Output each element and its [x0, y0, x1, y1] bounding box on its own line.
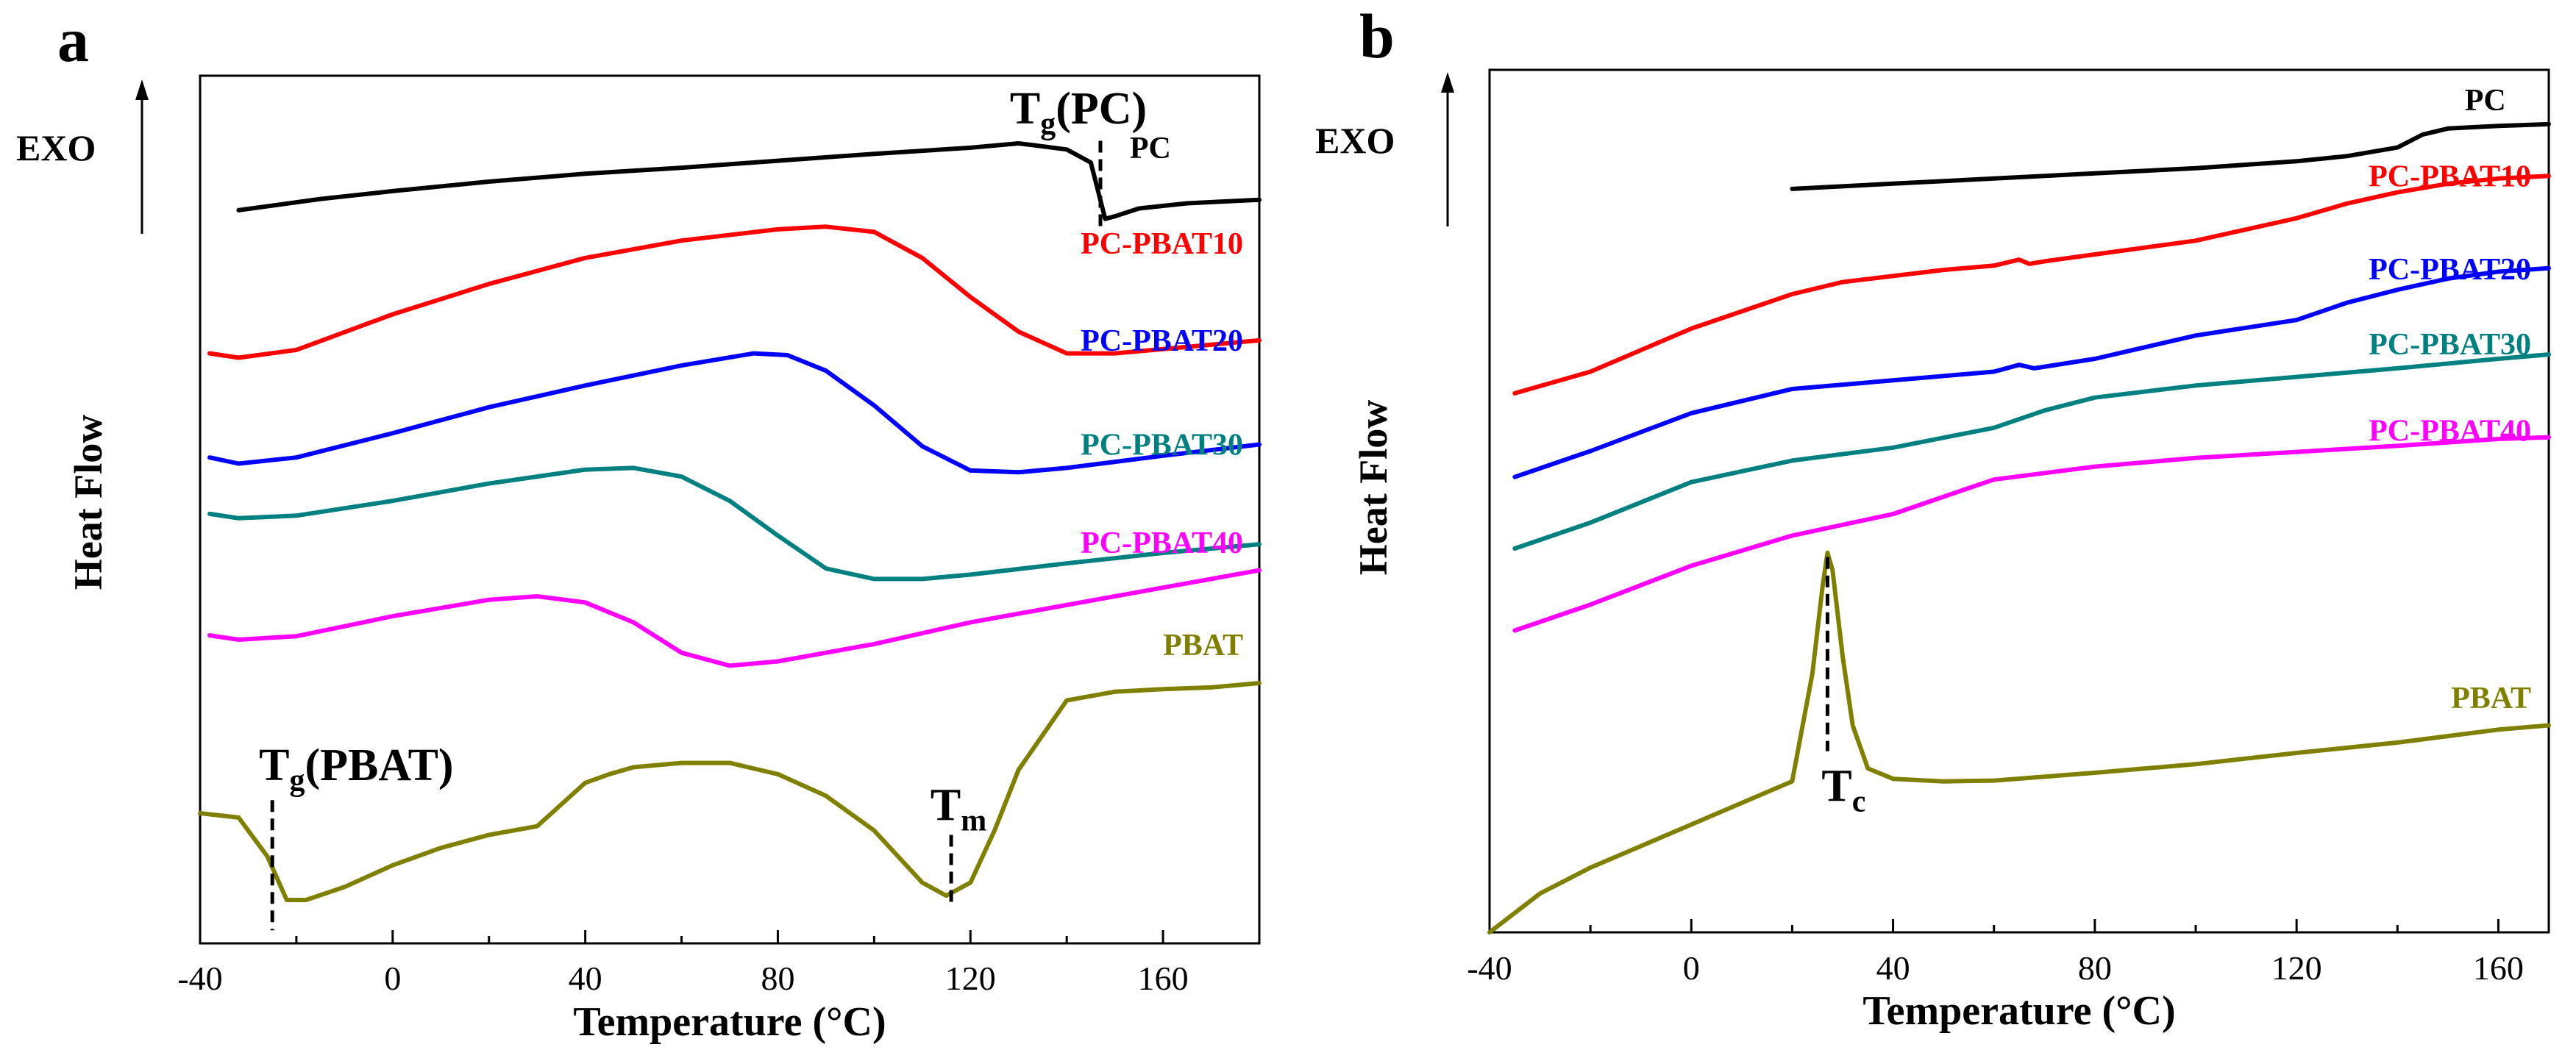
- x-tick-label: 160: [1138, 960, 1189, 997]
- panel-label: b: [1359, 1, 1395, 71]
- x-tick-label: 120: [2271, 949, 2322, 987]
- exo-label: EXO: [16, 127, 96, 168]
- series-label-pc-pbat40: PC-PBAT40: [1081, 526, 1243, 560]
- panel-label: a: [57, 4, 89, 75]
- series-label-pc-pbat20: PC-PBAT20: [2369, 253, 2531, 287]
- x-tick-label: 40: [1876, 949, 1910, 987]
- series-line-pc-pbat40: [207, 568, 1262, 668]
- x-tick-label: 0: [384, 960, 401, 997]
- exo-arrow-icon: [1441, 72, 1454, 93]
- panel-a: -40 0 40 80 120 160 Temperature (°C) Heat Flow a…: [16, 4, 1262, 1045]
- x-axis-label: Temperature (°C): [573, 999, 886, 1045]
- series-label-pc-pbat30: PC-PBAT30: [1081, 429, 1243, 462]
- series-line-pc-pbat20: [1512, 265, 2551, 479]
- series-label-pbat: PBAT: [1163, 629, 1243, 662]
- series-line-pc-pbat10: [1512, 174, 2551, 396]
- y-axis-label: Heat Flow: [66, 415, 110, 590]
- panel-b: -40 0 40 80 120 160 Temperature (°C) Heat Flow b…: [1315, 1, 2551, 1034]
- series-label-pbat: PBAT: [2451, 682, 2531, 715]
- x-tick-label: 0: [1683, 949, 1700, 987]
- series-line-pc-pbat40: [1512, 435, 2551, 633]
- series-label-pc-pbat40: PC-PBAT40: [2369, 414, 2531, 448]
- series-label-pc-pbat30: PC-PBAT30: [2369, 328, 2531, 362]
- x-tick-label: 80: [761, 960, 794, 997]
- x-tick-label: 40: [569, 960, 602, 997]
- exo-label: EXO: [1315, 120, 1395, 161]
- series-label-pc-pbat10: PC-PBAT10: [1081, 227, 1243, 261]
- annotation-label-1: Tg(PBAT): [259, 740, 453, 798]
- plot-frame: [199, 74, 1261, 945]
- x-tick-label: -40: [177, 960, 222, 997]
- series-line-pc-pbat30: [207, 465, 1262, 582]
- x-tick-label: 160: [2473, 949, 2524, 987]
- series-line-pc: [1790, 121, 2551, 191]
- series-line-pc: [236, 141, 1262, 221]
- x-tick-label: 80: [2078, 949, 2112, 987]
- annotation-label-0: Tg(PC): [1010, 84, 1147, 141]
- exo-arrow-icon: [135, 79, 149, 100]
- series-line-pbat: [1487, 550, 2551, 935]
- y-axis-label: Heat Flow: [1351, 400, 1395, 575]
- series-label-pc-pbat20: PC-PBAT20: [1081, 324, 1243, 358]
- x-axis-label: Temperature (°C): [1862, 988, 2175, 1034]
- series-line-pc-pbat10: [207, 224, 1262, 360]
- x-tick-label: -40: [1467, 949, 1512, 987]
- plot-frame: [1488, 68, 2550, 934]
- annotation-label-0: Tc: [1821, 762, 1865, 819]
- series-line-pc-pbat30: [1512, 352, 2551, 551]
- x-tick-label: 120: [945, 960, 996, 997]
- series-line-pc-pbat20: [207, 351, 1262, 475]
- series-label-pc: PC: [2465, 84, 2506, 118]
- annotation-label-2: Tm: [931, 780, 986, 837]
- series-label-pc-pbat10: PC-PBAT10: [2369, 160, 2531, 193]
- series-line-pbat: [198, 681, 1262, 902]
- series-label-pc: PC: [1130, 132, 1171, 165]
